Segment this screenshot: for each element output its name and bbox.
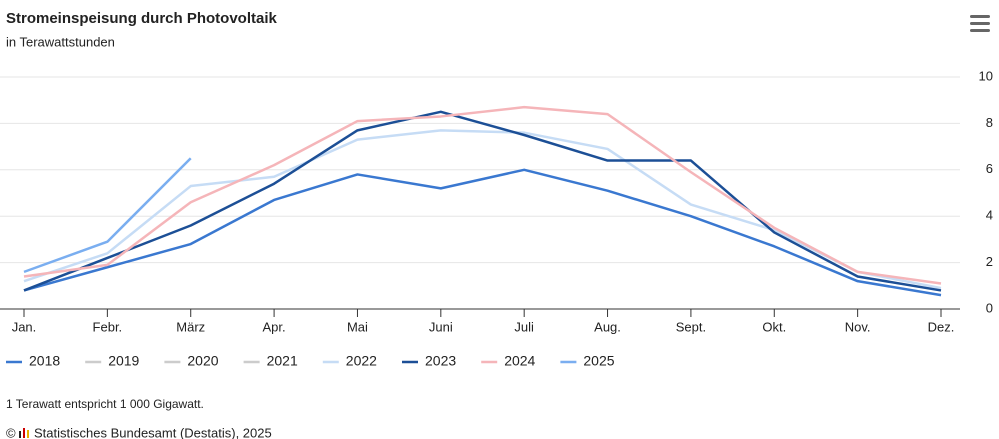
series-line	[23, 157, 192, 274]
x-tick-label: März	[176, 319, 205, 334]
series-line	[23, 105, 942, 285]
legend-label: 2021	[267, 353, 298, 369]
menu-bar[interactable]	[970, 22, 990, 25]
x-tick-label: Febr.	[93, 319, 123, 334]
x-tick-label: Apr.	[263, 319, 286, 334]
y-tick-label: 8	[986, 115, 993, 130]
series-line	[23, 168, 942, 297]
legend-label: 2022	[346, 353, 377, 369]
y-tick-label: 10	[979, 68, 993, 83]
y-tick-label: 2	[986, 254, 993, 269]
y-tick-label: 6	[986, 161, 993, 176]
logo-bar	[19, 431, 21, 438]
x-tick-label: Juli	[514, 319, 534, 334]
x-tick-label: Jan.	[12, 319, 37, 334]
x-tick-label: Nov.	[845, 319, 871, 334]
series-line	[23, 129, 942, 290]
legend-label: 2024	[504, 353, 535, 369]
y-tick-label: 0	[986, 300, 993, 315]
menu-bar[interactable]	[970, 15, 990, 18]
logo	[19, 428, 29, 438]
chart-title: Stromeinspeisung durch Photovoltaik	[6, 10, 278, 27]
legend-label: 2018	[29, 353, 60, 369]
x-tick-label: Dez.	[928, 319, 955, 334]
chart-subtitle: in Terawattstunden	[6, 34, 115, 49]
copyright: ©	[6, 425, 16, 439]
x-tick-label: Okt.	[762, 319, 786, 334]
menu-button[interactable]	[970, 15, 990, 32]
logo-bar	[23, 428, 25, 438]
source: Statistisches Bundesamt (Destatis), 2025	[34, 425, 272, 439]
legend-label: 2020	[187, 353, 218, 369]
logo-bar	[27, 430, 29, 438]
x-tick-label: Aug.	[594, 319, 621, 334]
x-tick-label: Mai	[347, 319, 368, 334]
x-tick-label: Sept.	[676, 319, 706, 334]
footnote: 1 Terawatt entspricht 1 000 Gigawatt.	[6, 397, 204, 411]
legend-label: 2025	[583, 353, 614, 369]
menu-bar[interactable]	[970, 29, 990, 32]
legend-label: 2019	[108, 353, 139, 369]
x-tick-label: Juni	[429, 319, 453, 334]
series-line	[23, 110, 942, 292]
legend-label: 2023	[425, 353, 456, 369]
y-tick-label: 4	[986, 208, 993, 223]
